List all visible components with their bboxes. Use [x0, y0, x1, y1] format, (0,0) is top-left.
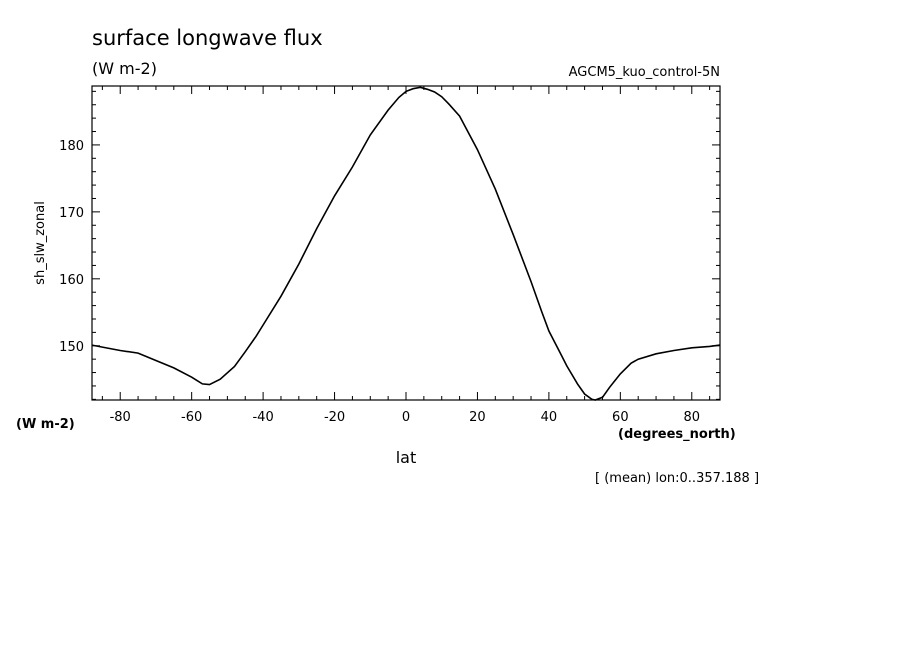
x-axis-units: (degrees_north): [618, 427, 736, 442]
chart-title: surface longwave flux: [92, 26, 323, 50]
series-line: [91, 86, 721, 401]
x-tick-label: 0: [402, 410, 410, 425]
x-tick-label: 80: [684, 410, 701, 425]
y-tick-label: 170: [59, 206, 84, 221]
y-tick-label: 180: [59, 139, 84, 154]
y-tick-label: 150: [59, 340, 84, 355]
x-tick-label: 60: [612, 410, 629, 425]
averaging-note: [ (mean) lon:0..357.188 ]: [595, 471, 759, 486]
x-tick-label: -60: [181, 410, 202, 425]
dataset-label: AGCM5_kuo_control-5N: [569, 65, 720, 80]
x-axis-label: lat: [396, 448, 417, 467]
x-tick-label: -40: [252, 410, 273, 425]
chart-subtitle-units: (W m-2): [92, 59, 157, 78]
x-tick-label: 20: [469, 410, 486, 425]
x-tick-label: -20: [324, 410, 345, 425]
y-tick-label: 160: [59, 273, 84, 288]
y-axis-label: sh_slw_zonal: [33, 201, 48, 285]
y-axis-units: (W m-2): [16, 417, 75, 432]
x-tick-label: -80: [110, 410, 131, 425]
x-tick-label: 40: [541, 410, 558, 425]
plot-frame: [91, 85, 721, 401]
